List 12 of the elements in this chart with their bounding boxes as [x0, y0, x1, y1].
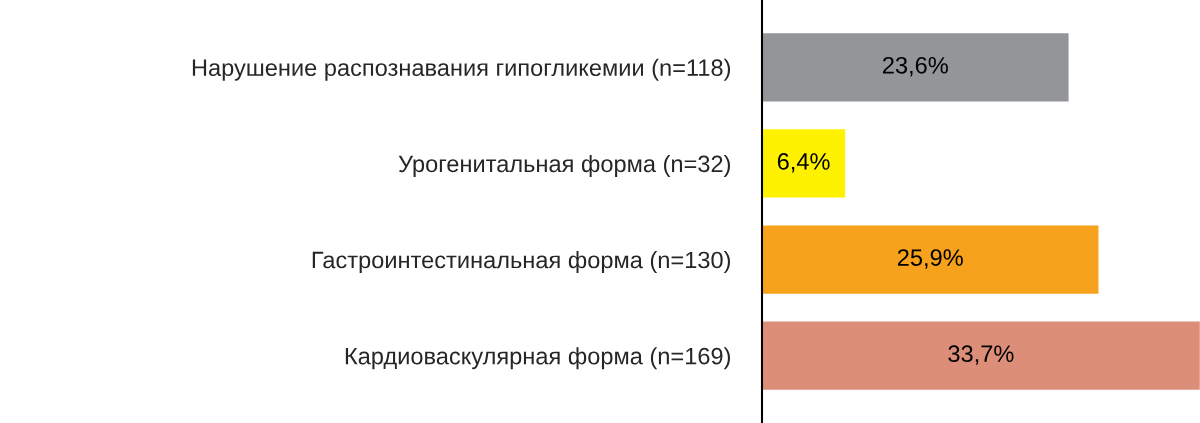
bar — [762, 225, 1099, 294]
bar — [762, 129, 846, 198]
y-tick-label: Кардиоваскулярная форма (n=169) — [345, 347, 730, 370]
y-tick-label: Гастроинтестинальная форма (n=130) — [312, 251, 730, 274]
y-tick-label: Нарушение распознавания гипогликемии (n=118) — [192, 58, 731, 81]
bar — [762, 33, 1069, 102]
bar — [762, 321, 1200, 390]
data-label: 6,4% — [777, 153, 830, 173]
y-tick-label: Урогенитальная форма (n=32) — [398, 154, 730, 177]
data-label: 25,9% — [897, 249, 963, 269]
data-label: 23,6% — [883, 56, 948, 77]
data-label: 33,7% — [948, 345, 1014, 365]
